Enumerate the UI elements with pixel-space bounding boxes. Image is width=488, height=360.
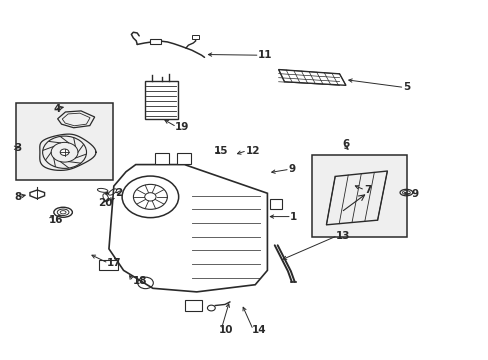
Text: 9: 9 bbox=[411, 189, 418, 199]
Bar bbox=[311, 155, 406, 237]
Bar bbox=[155, 153, 168, 164]
Text: 20: 20 bbox=[98, 198, 113, 208]
Text: 16: 16 bbox=[48, 215, 63, 225]
Text: 14: 14 bbox=[251, 325, 265, 335]
Text: 7: 7 bbox=[363, 185, 370, 195]
Text: 10: 10 bbox=[219, 325, 233, 335]
Text: 15: 15 bbox=[214, 145, 228, 156]
Text: 5: 5 bbox=[402, 82, 409, 93]
Circle shape bbox=[105, 192, 109, 195]
Bar bbox=[184, 300, 202, 311]
Text: 6: 6 bbox=[341, 139, 348, 149]
Text: 17: 17 bbox=[107, 258, 122, 268]
Circle shape bbox=[144, 193, 156, 201]
Text: 9: 9 bbox=[288, 164, 295, 174]
Text: 3: 3 bbox=[14, 143, 21, 153]
Text: 11: 11 bbox=[258, 50, 272, 60]
Bar bbox=[144, 81, 177, 119]
Text: 12: 12 bbox=[245, 145, 260, 156]
Text: 8: 8 bbox=[14, 192, 21, 202]
Text: 2: 2 bbox=[115, 188, 122, 198]
Text: 13: 13 bbox=[335, 231, 350, 240]
Text: 4: 4 bbox=[53, 104, 61, 114]
Text: 18: 18 bbox=[132, 276, 146, 286]
Text: 19: 19 bbox=[175, 122, 189, 132]
Bar bbox=[177, 153, 190, 164]
Bar bbox=[150, 39, 161, 44]
Bar bbox=[99, 260, 118, 270]
Circle shape bbox=[60, 149, 69, 156]
Bar bbox=[191, 35, 198, 39]
Bar bbox=[269, 199, 282, 210]
Text: 1: 1 bbox=[289, 212, 296, 221]
Bar bbox=[16, 103, 113, 180]
